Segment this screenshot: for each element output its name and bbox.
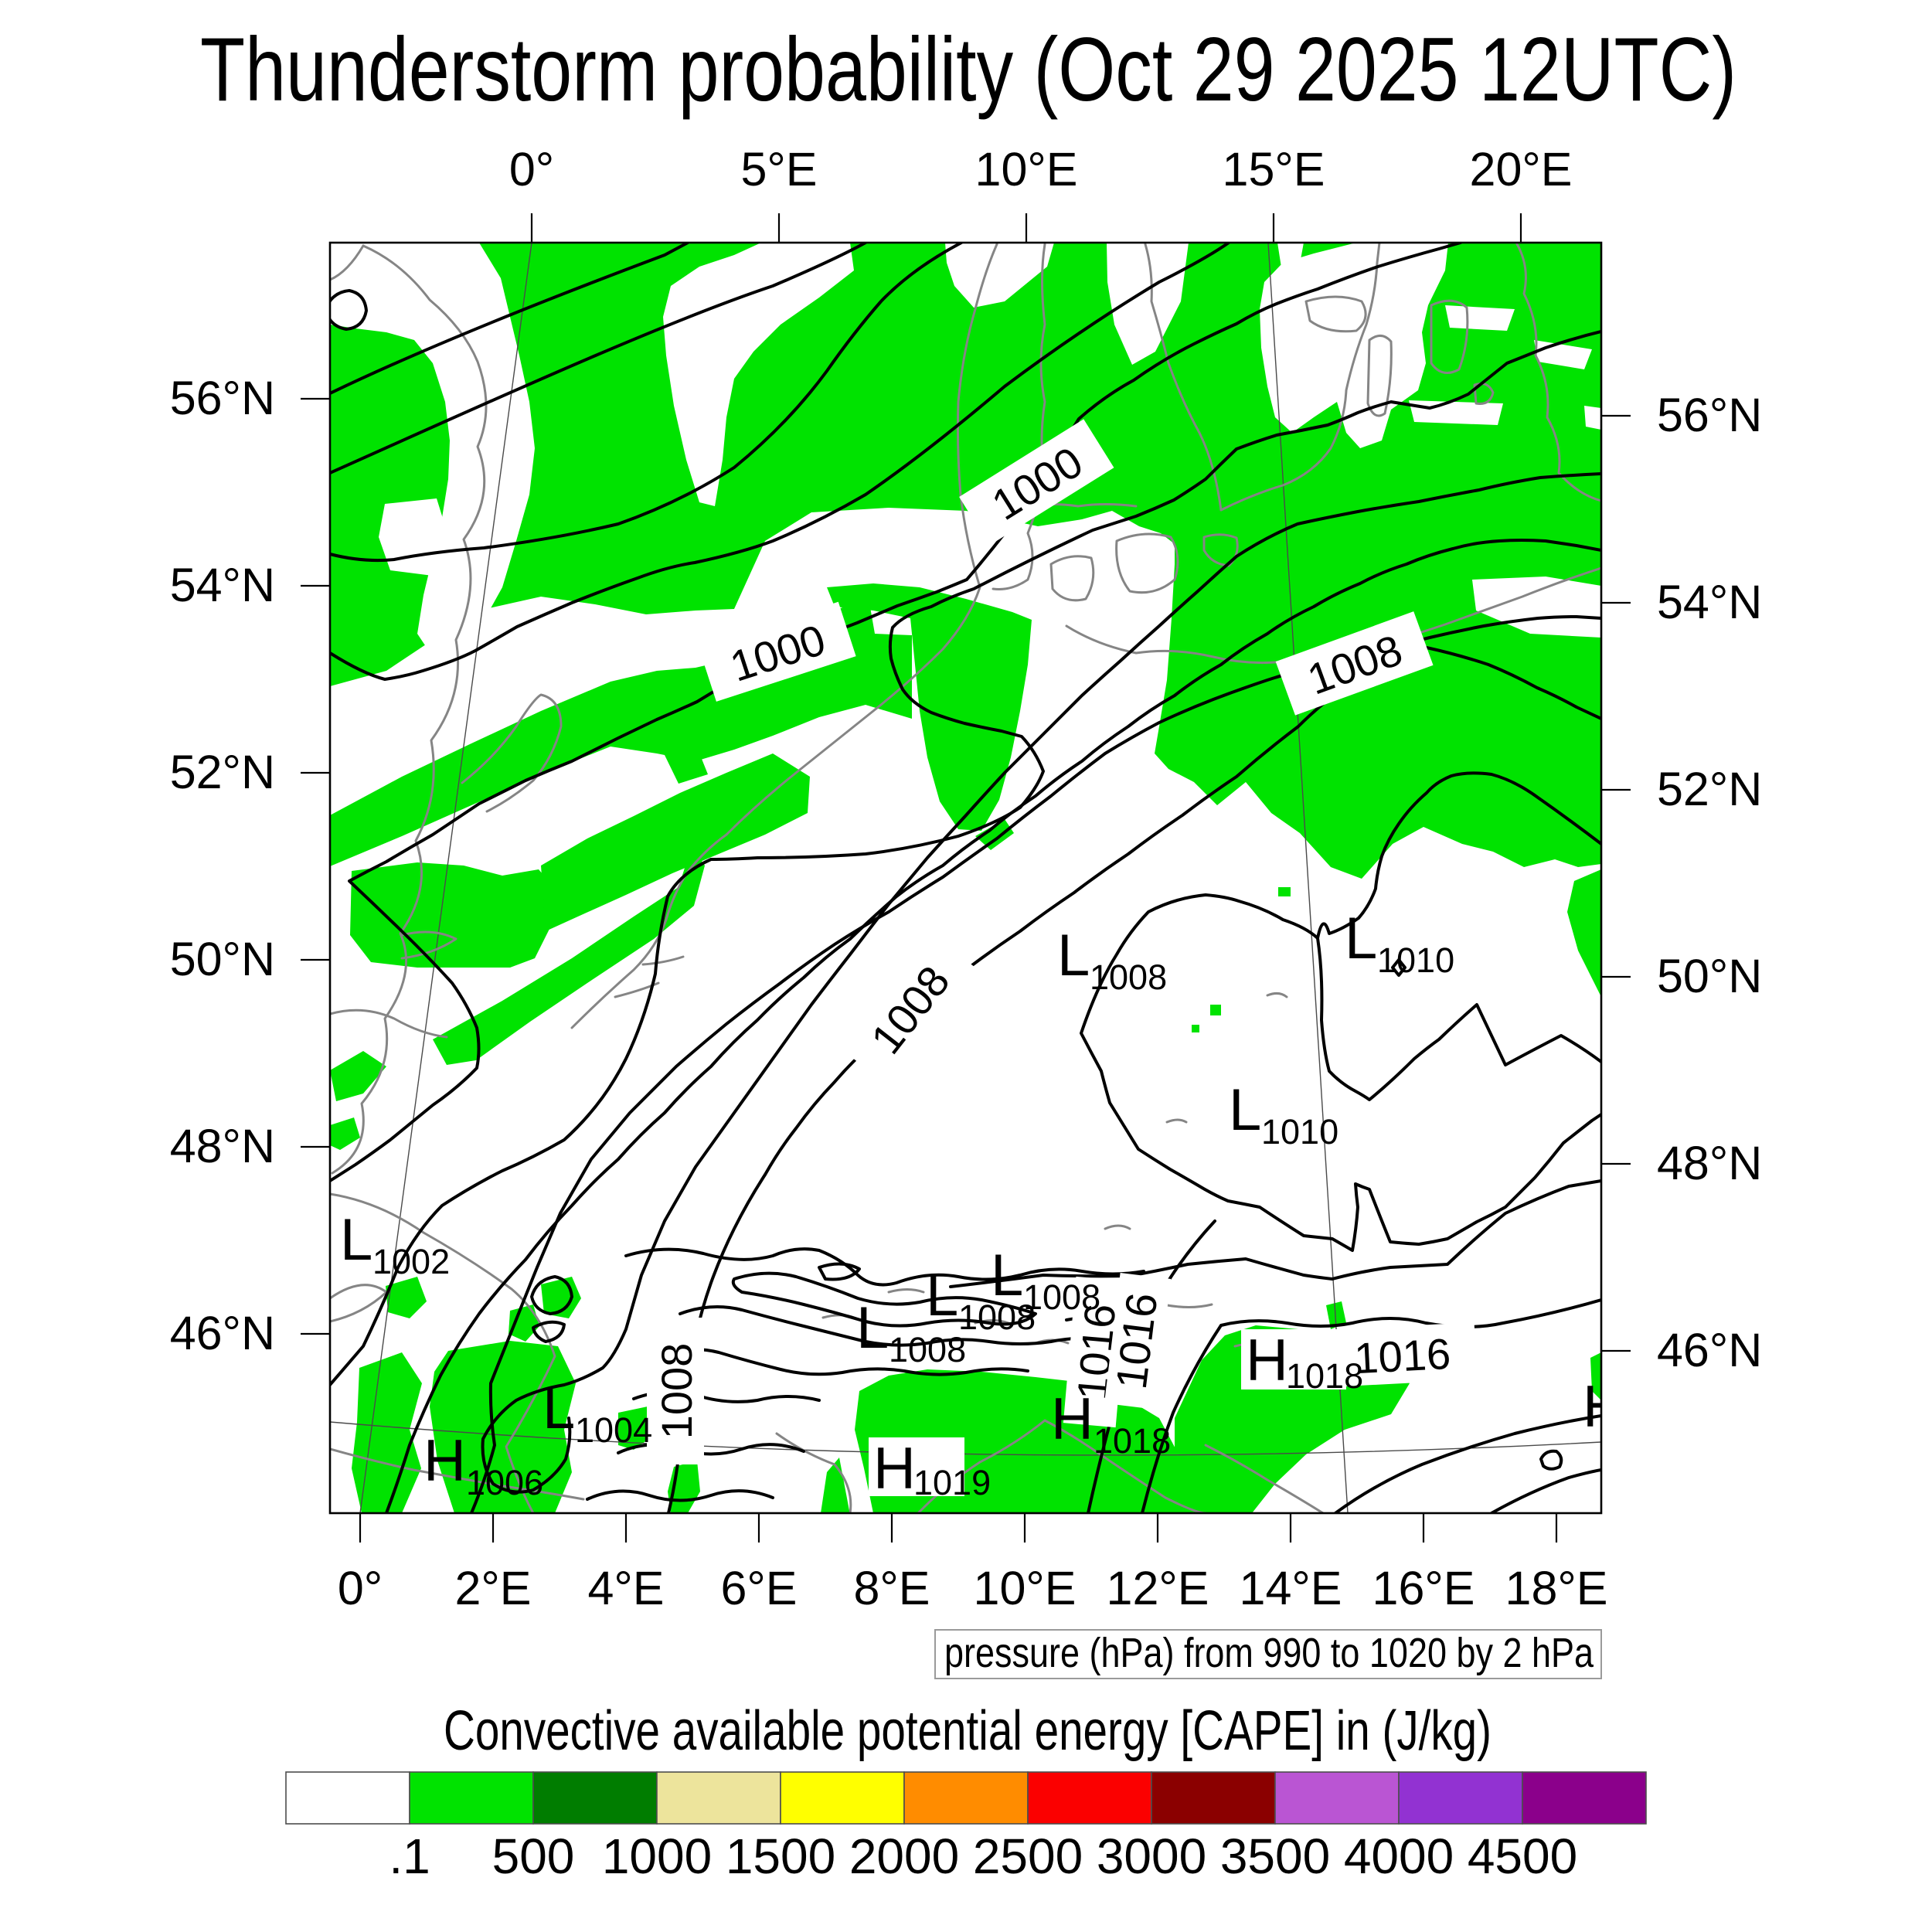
svg-text:L: L <box>340 1207 372 1273</box>
svg-text:56°N: 56°N <box>1657 389 1762 441</box>
svg-text:1008: 1008 <box>889 1330 966 1369</box>
svg-text:H: H <box>1051 1386 1094 1452</box>
svg-text:20°E: 20°E <box>1470 143 1573 196</box>
svg-text:48°N: 48°N <box>170 1120 275 1172</box>
svg-text:1016: 1016 <box>1353 1329 1452 1383</box>
svg-text:1010: 1010 <box>1377 940 1454 980</box>
svg-text:H: H <box>873 1436 916 1502</box>
svg-text:Convective available potential: Convective available potential energy [C… <box>444 1700 1492 1762</box>
svg-text:1008: 1008 <box>652 1343 701 1440</box>
svg-text:4500: 4500 <box>1468 1828 1577 1884</box>
svg-text:10°E: 10°E <box>974 1562 1077 1614</box>
svg-text:2000: 2000 <box>849 1828 959 1884</box>
svg-text:1018: 1018 <box>1286 1356 1363 1396</box>
svg-text:54°N: 54°N <box>1657 576 1762 628</box>
svg-text:1004: 1004 <box>575 1410 652 1450</box>
svg-text:H: H <box>423 1428 466 1494</box>
svg-text:1016: 1016 <box>1107 1291 1167 1392</box>
svg-text:1008: 1008 <box>1090 957 1167 997</box>
svg-text:1002: 1002 <box>372 1242 450 1281</box>
svg-text:2500: 2500 <box>973 1828 1083 1884</box>
svg-text:3000: 3000 <box>1097 1828 1206 1884</box>
svg-text:L: L <box>856 1295 889 1361</box>
svg-text:1000: 1000 <box>602 1828 712 1884</box>
svg-text:500: 500 <box>492 1828 575 1884</box>
svg-text:56°N: 56°N <box>170 372 275 424</box>
svg-text:48°N: 48°N <box>1657 1137 1762 1189</box>
svg-text:.1: .1 <box>389 1828 430 1884</box>
svg-text:8°E: 8°E <box>853 1562 930 1614</box>
svg-text:4°E: 4°E <box>587 1562 664 1614</box>
svg-text:52°N: 52°N <box>1657 763 1762 815</box>
svg-text:3500: 3500 <box>1220 1828 1330 1884</box>
svg-text:50°N: 50°N <box>1657 950 1762 1002</box>
svg-text:10°E: 10°E <box>975 143 1078 196</box>
svg-text:1010: 1010 <box>1261 1112 1338 1151</box>
svg-text:1018: 1018 <box>1094 1421 1171 1461</box>
svg-text:15°E: 15°E <box>1223 143 1325 196</box>
svg-text:14°E: 14°E <box>1240 1562 1342 1614</box>
svg-text:H: H <box>1246 1328 1288 1393</box>
svg-text:5°E: 5°E <box>740 143 817 196</box>
svg-text:L: L <box>543 1376 575 1441</box>
svg-text:L: L <box>1345 906 1377 971</box>
svg-text:L: L <box>1057 923 1090 988</box>
svg-text:2°E: 2°E <box>454 1562 531 1614</box>
svg-text:1008: 1008 <box>1023 1277 1100 1317</box>
svg-text:4000: 4000 <box>1344 1828 1454 1884</box>
svg-text:50°N: 50°N <box>170 933 275 985</box>
svg-text:0°: 0° <box>509 143 554 196</box>
svg-text:54°N: 54°N <box>170 559 275 611</box>
svg-text:1008: 1008 <box>958 1298 1036 1337</box>
svg-text:1006: 1006 <box>466 1463 543 1502</box>
svg-text:L: L <box>991 1243 1023 1308</box>
svg-text:52°N: 52°N <box>170 746 275 798</box>
svg-text:18°E: 18°E <box>1505 1562 1608 1614</box>
svg-text:12°E: 12°E <box>1107 1562 1209 1614</box>
svg-text:H: H <box>1583 1374 1625 1440</box>
svg-text:L: L <box>1229 1077 1261 1143</box>
svg-text:16°E: 16°E <box>1372 1562 1475 1614</box>
svg-text:6°E: 6°E <box>720 1562 797 1614</box>
svg-text:0°: 0° <box>338 1562 383 1614</box>
svg-text:46°N: 46°N <box>1657 1324 1762 1376</box>
svg-text:46°N: 46°N <box>170 1307 275 1359</box>
svg-text:1019: 1019 <box>913 1463 991 1502</box>
svg-text:L: L <box>926 1263 958 1328</box>
svg-text:pressure (hPa) from 990 to 102: pressure (hPa) from 990 to 1020 by 2 hPa <box>944 1630 1594 1676</box>
svg-text:Thunderstorm probability (Oct: Thunderstorm probability (Oct 29 2025 12… <box>200 19 1736 120</box>
svg-text:1500: 1500 <box>726 1828 835 1884</box>
